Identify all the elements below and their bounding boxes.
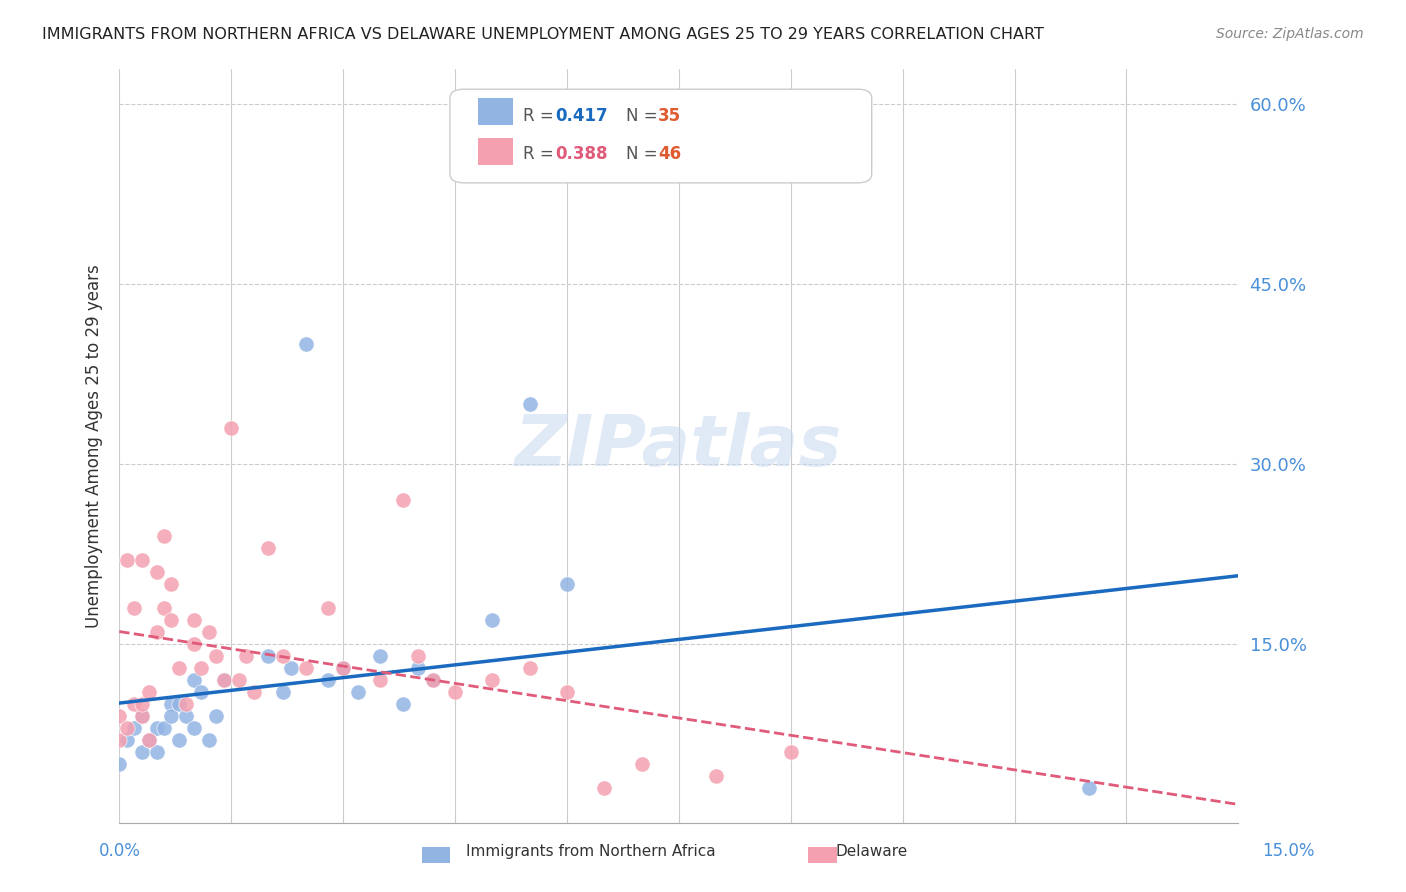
Point [406, 648, 429, 663]
Point [176, 708, 198, 723]
Text: N =: N = [626, 107, 662, 125]
Text: 0.417: 0.417 [555, 107, 607, 125]
Point [422, 673, 444, 687]
Text: 46: 46 [658, 145, 681, 163]
Point [115, 732, 138, 747]
Point [145, 745, 167, 759]
Point [153, 721, 176, 735]
Point [481, 673, 503, 687]
Point [115, 721, 138, 735]
Text: Immigrants from Northern Africa: Immigrants from Northern Africa [465, 845, 716, 859]
Point [138, 684, 160, 698]
Point [108, 732, 131, 747]
Point [160, 697, 183, 711]
Point [138, 732, 160, 747]
Point [122, 721, 145, 735]
Point [153, 600, 176, 615]
Point [779, 745, 801, 759]
Point [190, 684, 212, 698]
Point [138, 732, 160, 747]
Point [370, 673, 392, 687]
Point [391, 492, 413, 507]
Point [391, 697, 413, 711]
Point [555, 576, 578, 591]
Point [316, 673, 339, 687]
Point [131, 708, 153, 723]
Point [183, 613, 205, 627]
Point [205, 648, 228, 663]
Point [519, 661, 541, 675]
Point [273, 684, 295, 698]
Text: IMMIGRANTS FROM NORTHERN AFRICA VS DELAWARE UNEMPLOYMENT AMONG AGES 25 TO 29 YEA: IMMIGRANTS FROM NORTHERN AFRICA VS DELAW… [42, 27, 1045, 42]
Point [131, 708, 153, 723]
Text: ZIPatlas: ZIPatlas [515, 411, 842, 481]
Point [167, 697, 190, 711]
Point [183, 673, 205, 687]
Text: Source: ZipAtlas.com: Source: ZipAtlas.com [1216, 27, 1364, 41]
Point [332, 661, 354, 675]
Text: 0.0%: 0.0% [98, 842, 141, 860]
Point [190, 661, 212, 675]
Point [481, 613, 503, 627]
Text: 15.0%: 15.0% [1263, 842, 1315, 860]
Point [1078, 780, 1101, 795]
Point [347, 684, 370, 698]
Point [332, 661, 354, 675]
Point [183, 721, 205, 735]
Point [242, 684, 264, 698]
Point [280, 661, 302, 675]
Point [160, 708, 183, 723]
Point [228, 673, 250, 687]
Point [167, 661, 190, 675]
Point [198, 624, 221, 639]
Point [108, 708, 131, 723]
Point [273, 648, 295, 663]
Point [131, 745, 153, 759]
Point [167, 732, 190, 747]
Point [160, 576, 183, 591]
Point [145, 565, 167, 579]
Point [406, 661, 429, 675]
Point [257, 541, 280, 555]
Point [153, 529, 176, 543]
Point [519, 397, 541, 411]
Point [316, 600, 339, 615]
Text: 35: 35 [658, 107, 681, 125]
Y-axis label: Unemployment Among Ages 25 to 29 years: Unemployment Among Ages 25 to 29 years [86, 264, 103, 628]
Point [212, 673, 235, 687]
Point [444, 684, 467, 698]
Text: 0.388: 0.388 [555, 145, 607, 163]
Text: R =: R = [523, 145, 560, 163]
Text: N =: N = [626, 145, 662, 163]
Point [212, 673, 235, 687]
Point [593, 780, 616, 795]
Point [108, 756, 131, 771]
Point [122, 600, 145, 615]
Point [205, 708, 228, 723]
Point [176, 697, 198, 711]
Point [704, 768, 727, 782]
Point [235, 648, 257, 663]
Point [294, 337, 316, 351]
Point [145, 624, 167, 639]
Point [422, 673, 444, 687]
Point [630, 756, 652, 771]
Point [370, 648, 392, 663]
Point [145, 721, 167, 735]
Text: R =: R = [523, 107, 560, 125]
Point [131, 697, 153, 711]
Point [160, 613, 183, 627]
Point [257, 648, 280, 663]
Point [555, 684, 578, 698]
Point [183, 637, 205, 651]
Point [131, 553, 153, 567]
Point [219, 421, 242, 435]
Point [198, 732, 221, 747]
Point [294, 661, 316, 675]
Point [115, 553, 138, 567]
Text: Delaware: Delaware [835, 845, 908, 859]
Point [122, 697, 145, 711]
